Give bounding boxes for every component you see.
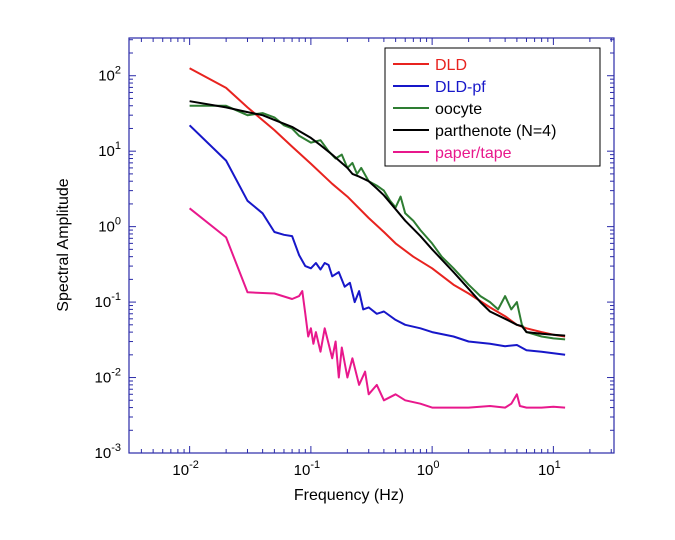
series-line-paper-tape	[188, 207, 566, 409]
legend-label: oocyte	[435, 101, 482, 118]
x-tick-label: 100	[417, 459, 440, 479]
y-axis-title: Spectral Amplitude	[55, 178, 72, 312]
series-line-oocyte	[189, 104, 566, 341]
legend-label: parthenote (N=4)	[435, 123, 556, 140]
series-lines	[188, 67, 566, 409]
series-line-dld-pf	[188, 124, 566, 356]
legend-label: paper/tape	[435, 145, 512, 162]
y-tick-label: 10-2	[95, 367, 121, 387]
x-tick-label: 10-2	[172, 459, 198, 479]
legend-label: DLD	[435, 57, 467, 74]
y-tick-label: 100	[98, 216, 121, 236]
y-tick-label: 102	[98, 65, 121, 85]
legend: DLD DLD-pf oocyte parthenote (N=4) paper/tap…	[384, 47, 601, 167]
y-tick-label: 10-3	[95, 442, 121, 462]
legend-label: DLD-pf	[435, 79, 486, 96]
x-tick-label: 101	[538, 459, 561, 479]
series-line-parthenote-n-4	[189, 100, 566, 337]
y-tick-label: 10-1	[95, 291, 121, 311]
y-tick-label: 101	[98, 140, 121, 160]
axis-ticks: 10-2 10-1 100 101 102 101 100 10-1 10-2 10-3	[95, 38, 614, 479]
x-tick-label: 10-1	[294, 459, 320, 479]
x-axis-title: Frequency (Hz)	[294, 487, 404, 504]
